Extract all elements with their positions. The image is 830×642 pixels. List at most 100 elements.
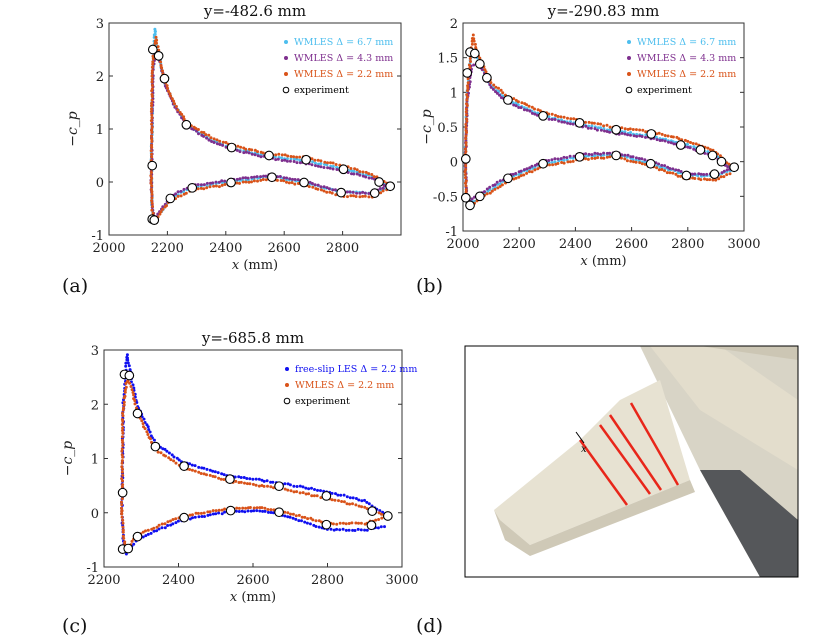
- data-point: [569, 117, 572, 120]
- data-point: [286, 511, 289, 514]
- data-point: [465, 108, 468, 111]
- data-point: [660, 164, 663, 167]
- chart-title: y=-685.8 mm: [201, 329, 304, 347]
- data-point: [149, 431, 152, 434]
- data-point: [317, 165, 320, 168]
- chart-0: 2000 2200 2400 2600 2800-10123y=-482.6 mmx (…: [65, 2, 401, 273]
- data-point: [158, 524, 161, 527]
- data-point: [253, 179, 256, 182]
- experiment-point: [118, 488, 127, 497]
- data-point: [218, 140, 221, 143]
- x-tick-label: 2800: [311, 573, 344, 588]
- data-point: [338, 528, 341, 531]
- data-point: [262, 152, 265, 155]
- y-tick-label: 2: [91, 398, 99, 413]
- data-point: [608, 152, 611, 155]
- data-point: [301, 516, 304, 519]
- data-point: [334, 188, 337, 191]
- data-point: [357, 499, 360, 502]
- data-point: [223, 511, 226, 514]
- data-point: [222, 478, 225, 481]
- data-point: [635, 156, 638, 159]
- data-point: [249, 506, 252, 509]
- data-point: [266, 479, 269, 482]
- data-point: [218, 509, 221, 512]
- data-point: [124, 391, 127, 394]
- data-point: [364, 195, 367, 198]
- data-point: [191, 469, 194, 472]
- data-point: [191, 513, 194, 516]
- data-point: [677, 137, 680, 140]
- data-point: [512, 173, 515, 176]
- experiment-point: [483, 73, 492, 82]
- data-point: [528, 105, 531, 108]
- data-point: [472, 64, 475, 67]
- data-point: [364, 192, 367, 195]
- data-point: [236, 149, 239, 152]
- data-point: [250, 176, 253, 179]
- data-point: [669, 171, 672, 174]
- data-point: [151, 205, 154, 208]
- data-point: [315, 519, 318, 522]
- data-point: [496, 181, 499, 184]
- legend-marker: [626, 87, 632, 93]
- y-tick-label: 1.5: [437, 52, 458, 67]
- data-point: [255, 509, 258, 512]
- experiment-point: [133, 409, 142, 418]
- data-point: [283, 176, 286, 179]
- data-point: [214, 512, 217, 515]
- data-point: [147, 529, 150, 532]
- experiment-point: [367, 521, 376, 530]
- legend-marker: [285, 383, 289, 387]
- data-point: [320, 188, 323, 191]
- data-point: [572, 117, 575, 120]
- data-point: [214, 470, 217, 473]
- data-point: [290, 489, 293, 492]
- data-point: [202, 187, 205, 190]
- data-point: [609, 126, 612, 129]
- data-point: [121, 519, 124, 522]
- data-point: [310, 494, 313, 497]
- data-point: [295, 156, 298, 159]
- y-tick-label: 3: [91, 344, 99, 359]
- data-point: [466, 89, 469, 92]
- data-point: [358, 170, 361, 173]
- data-point: [209, 474, 212, 477]
- data-point: [153, 530, 156, 533]
- data-point: [256, 506, 259, 509]
- data-point: [526, 167, 529, 170]
- data-point: [469, 57, 472, 60]
- experiment-point: [133, 532, 142, 541]
- data-point: [494, 86, 497, 89]
- data-point: [629, 160, 632, 163]
- data-point: [155, 42, 158, 45]
- data-point: [124, 365, 127, 368]
- data-point: [238, 510, 241, 513]
- data-point: [557, 120, 560, 123]
- data-point: [588, 121, 591, 124]
- experiment-point: [124, 544, 133, 553]
- data-point: [295, 490, 298, 493]
- data-point: [134, 402, 137, 405]
- data-point: [260, 506, 263, 509]
- experiment-point: [160, 74, 169, 83]
- data-point: [551, 113, 554, 116]
- legend-marker: [627, 72, 631, 76]
- data-point: [172, 459, 175, 462]
- data-point: [142, 422, 145, 425]
- data-point: [332, 168, 335, 171]
- data-point: [264, 175, 267, 178]
- data-point: [284, 488, 287, 491]
- y-axis-label: −c_p: [60, 441, 76, 477]
- data-point: [488, 186, 491, 189]
- data-point: [360, 499, 363, 502]
- data-point: [203, 183, 206, 186]
- data-point: [656, 138, 659, 141]
- data-point: [358, 192, 361, 195]
- data-point: [173, 456, 176, 459]
- data-point: [174, 192, 177, 195]
- data-point: [150, 102, 153, 105]
- data-point: [626, 133, 629, 136]
- data-point: [150, 123, 153, 126]
- data-point: [319, 159, 322, 162]
